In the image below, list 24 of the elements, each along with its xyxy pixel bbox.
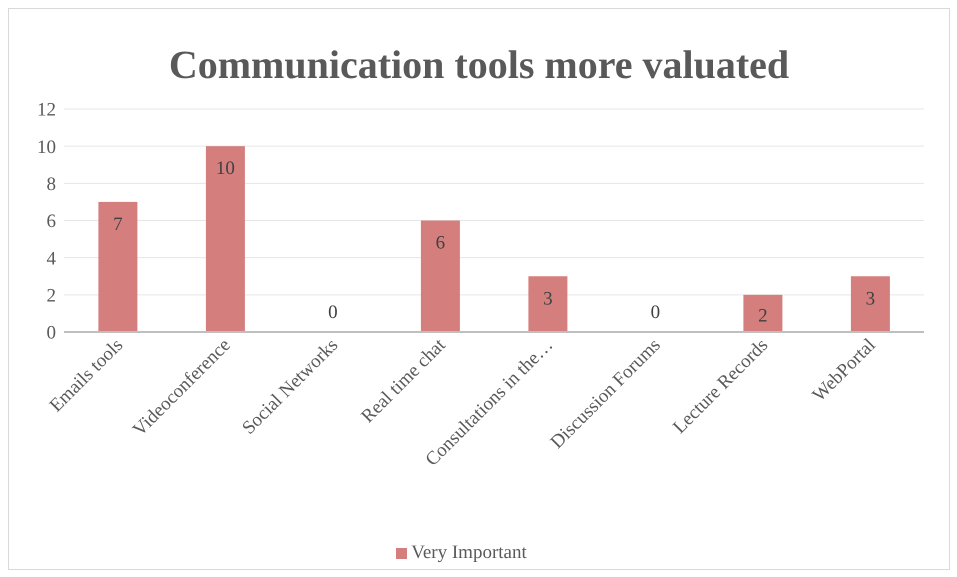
data-label: 2 xyxy=(758,305,768,326)
data-label: 10 xyxy=(216,158,235,180)
bar xyxy=(850,276,890,332)
data-label: 0 xyxy=(650,302,660,323)
bar xyxy=(528,276,568,332)
bar xyxy=(420,220,460,332)
bar xyxy=(743,294,782,332)
data-label: 7 xyxy=(113,214,123,235)
y-tick-label: 2 xyxy=(46,286,56,307)
data-label: 3 xyxy=(866,288,876,310)
chart-title: Communication tools more valuated xyxy=(168,41,790,89)
x-tick-label: Real time chat xyxy=(357,334,450,428)
y-tick-label: 10 xyxy=(37,136,56,158)
data-label: 3 xyxy=(543,288,553,310)
y-tick-label: 4 xyxy=(46,248,56,270)
y-tick-label: 6 xyxy=(46,211,56,232)
data-label: 6 xyxy=(436,232,446,254)
y-tick-label: 12 xyxy=(37,100,56,121)
bar xyxy=(206,146,245,332)
legend-label: Very Important xyxy=(411,542,527,563)
bar xyxy=(98,202,138,332)
data-label: 0 xyxy=(328,302,338,323)
y-tick-label: 8 xyxy=(46,174,56,196)
y-tick-label: 0 xyxy=(46,322,56,344)
